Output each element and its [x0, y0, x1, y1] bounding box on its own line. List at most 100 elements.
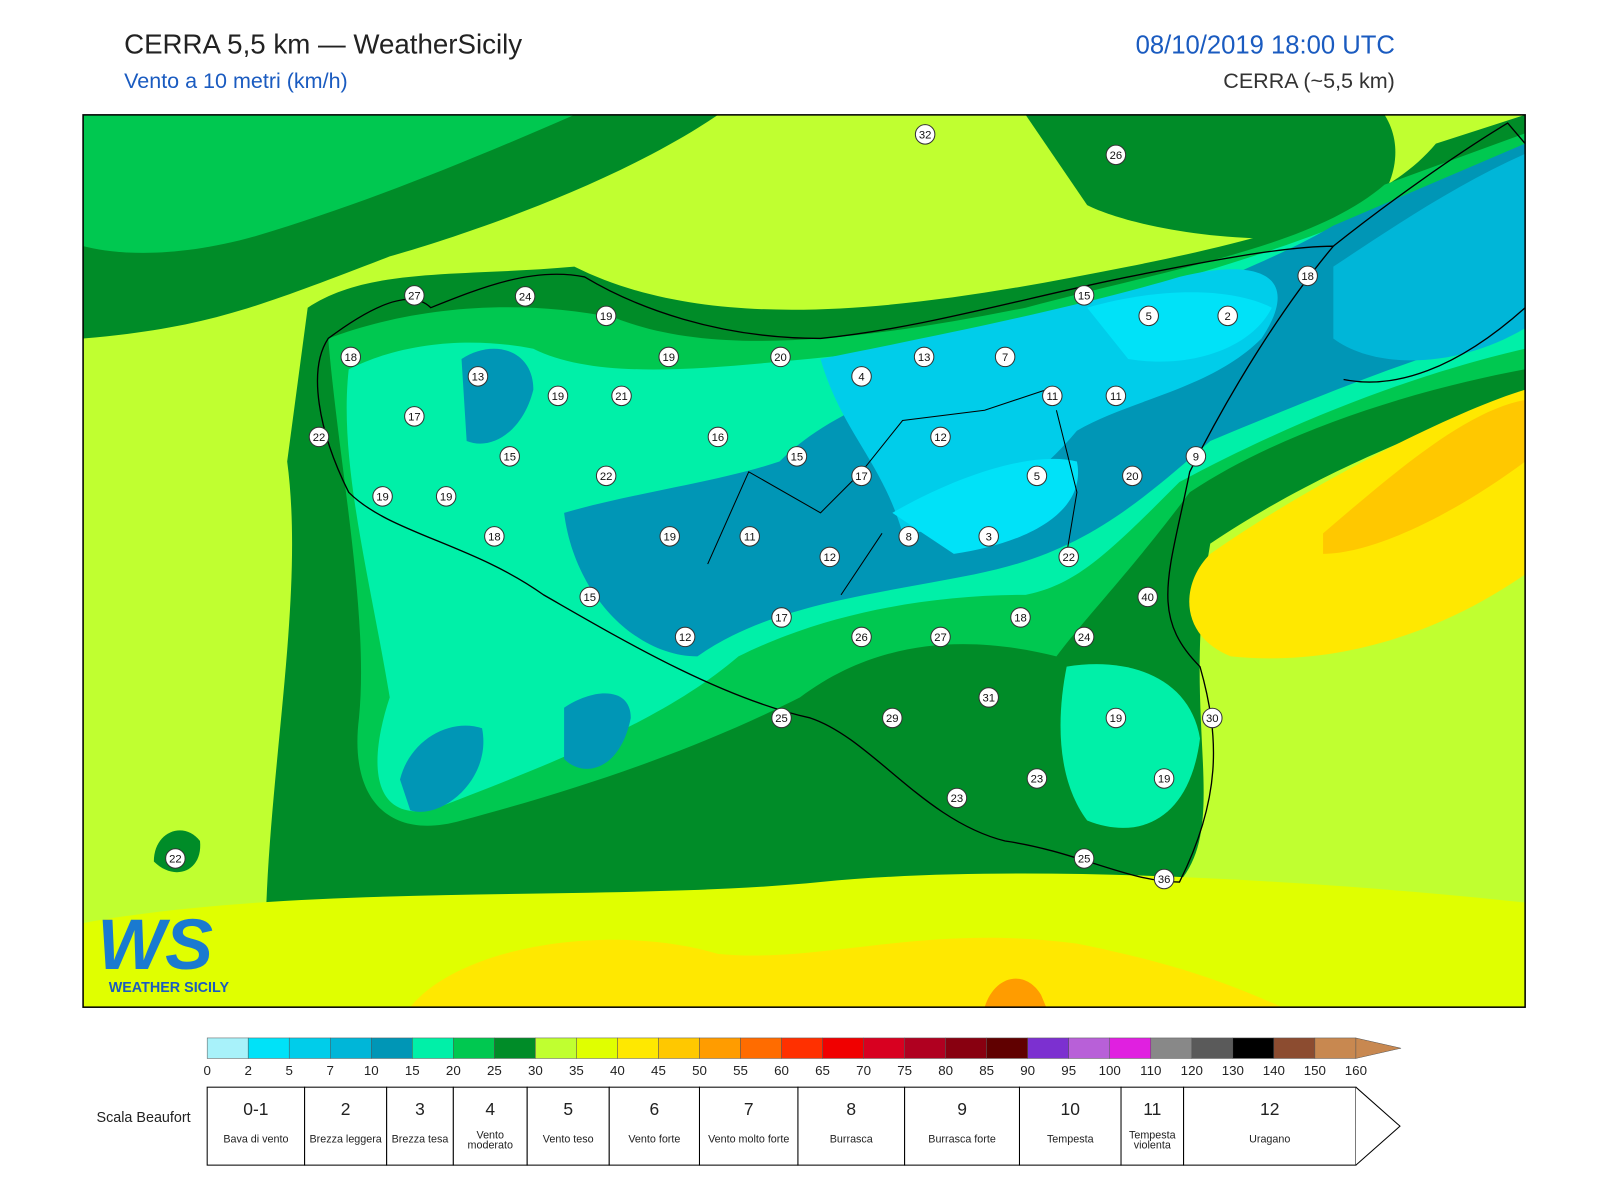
colorbar-tick-label: 15 — [405, 1063, 420, 1078]
station-value: 26 — [1110, 150, 1123, 162]
station-value: 12 — [934, 432, 947, 444]
colorbar-tick-label: 85 — [979, 1063, 994, 1078]
beaufort-box — [386, 1086, 454, 1166]
station-marker — [914, 124, 936, 145]
station-value: 27 — [934, 632, 947, 644]
colorbar-tick-label: 25 — [487, 1063, 502, 1078]
station-value: 31 — [982, 693, 995, 705]
colorbar-tick-label: 70 — [856, 1063, 871, 1078]
colorbar-segment — [1109, 1037, 1152, 1059]
model: CERRA (~5,5 km) — [1223, 69, 1395, 93]
station-value: 3 — [986, 532, 992, 544]
colorbar: 0 2 5 7 10 15 20 25 30 35 40 45 50 55 60 65 70 75 80 85 90 95… — [203, 1037, 1402, 1078]
station-marker — [851, 366, 872, 387]
station-value: 18 — [1301, 271, 1314, 283]
station-value: 15 — [791, 452, 804, 464]
colorbar-tick-label: 95 — [1061, 1063, 1076, 1078]
colorbar-segment — [1232, 1037, 1275, 1059]
beaufort-name: Tempesta violenta — [1129, 1129, 1176, 1151]
beaufort-name: Vento moderato — [468, 1129, 513, 1151]
station-value: 22 — [1062, 552, 1075, 564]
beaufort-force: 9 — [957, 1099, 967, 1119]
beaufort-title: Scala Beaufort — [97, 1110, 191, 1126]
station-value: 17 — [855, 471, 868, 483]
colorbar-tick-label: 60 — [774, 1063, 789, 1078]
beaufort-force: 8 — [846, 1099, 856, 1119]
station-value: 15 — [503, 452, 516, 464]
colorbar-tick-label: 5 — [286, 1063, 293, 1078]
station-marker — [547, 385, 569, 407]
colorbar-segment — [453, 1037, 495, 1059]
station-value: 32 — [919, 129, 932, 141]
beaufort-force: 6 — [650, 1099, 660, 1119]
beaufort-arrow — [1355, 1086, 1401, 1166]
station-marker — [1185, 446, 1207, 467]
station-marker — [771, 607, 792, 628]
station-marker — [1073, 285, 1095, 306]
station-marker — [930, 626, 951, 648]
beaufort-force: 10 — [1061, 1099, 1081, 1119]
colorbar-tick-label: 150 — [1304, 1063, 1326, 1078]
station-value: 19 — [552, 391, 565, 403]
colorbar-arrow — [1355, 1037, 1402, 1059]
beaufort-scale: 0-1 Bava di vento 2 Brezza leggera 3 Brezza t… — [206, 1086, 1401, 1166]
station-value: 18 — [488, 532, 501, 544]
station-marker — [1073, 848, 1095, 869]
station-value: 22 — [600, 471, 613, 483]
station-value: 7 — [1002, 352, 1008, 364]
station-value: 23 — [1031, 774, 1044, 786]
colorbar-segment — [494, 1037, 536, 1059]
station-marker — [1073, 626, 1095, 648]
station-value: 26 — [855, 632, 868, 644]
colorbar-tick-label: 55 — [733, 1063, 748, 1078]
station-value: 5 — [1146, 311, 1152, 323]
beaufort-box — [698, 1086, 799, 1166]
station-marker — [579, 586, 600, 608]
colorbar-tick-label: 35 — [569, 1063, 584, 1078]
station-value: 11 — [744, 532, 756, 544]
colorbar-tick-label: 7 — [327, 1063, 334, 1078]
colorbar-tick-label: 40 — [610, 1063, 625, 1078]
logo-name: WEATHER SICILY — [109, 980, 230, 996]
station-marker — [499, 446, 520, 467]
station-value: 11 — [1046, 391, 1058, 403]
station-marker — [484, 526, 505, 547]
colorbar-tick-label: 20 — [446, 1063, 461, 1078]
station-value: 8 — [906, 532, 912, 544]
beaufort-force: 3 — [415, 1099, 425, 1119]
beaufort-name: Burrasca — [830, 1134, 873, 1146]
station-marker — [165, 848, 186, 869]
station-value: 21 — [615, 391, 628, 403]
beaufort-name: Bava di vento — [223, 1134, 288, 1146]
station-marker — [659, 526, 680, 547]
colorbar-segment — [658, 1037, 700, 1059]
beaufort-force: 0-1 — [243, 1099, 268, 1119]
map-frame — [82, 114, 1526, 1008]
colorbar-tick-label: 160 — [1345, 1063, 1367, 1078]
station-marker — [930, 426, 951, 448]
colorbar-tick-label: 110 — [1140, 1063, 1161, 1078]
beaufort-force: 4 — [485, 1099, 495, 1119]
beaufort-box — [1120, 1086, 1185, 1166]
station-value: 17 — [408, 412, 421, 424]
colorbar-segment — [1027, 1037, 1069, 1059]
station-value: 36 — [1158, 874, 1171, 886]
colorbar-segment — [1150, 1037, 1193, 1059]
station-value: 25 — [1078, 854, 1091, 866]
station-marker — [372, 486, 393, 507]
beaufort-name: Vento teso — [543, 1134, 594, 1146]
beaufort-name: Burrasca forte — [928, 1134, 996, 1146]
station-value: 19 — [1110, 713, 1123, 725]
colorbar-tick-label: 140 — [1263, 1063, 1285, 1078]
station-marker — [1058, 546, 1079, 568]
station-value: 19 — [1158, 774, 1171, 786]
station-value: 13 — [918, 352, 931, 364]
datetime: 08/10/2019 18:00 UTC — [1136, 31, 1395, 59]
station-marker — [1137, 586, 1158, 608]
station-value: 5 — [1034, 471, 1040, 483]
station-marker — [819, 546, 840, 568]
station-marker — [1138, 305, 1159, 327]
station-marker — [851, 465, 872, 487]
colorbar-tick-label: 30 — [528, 1063, 543, 1078]
